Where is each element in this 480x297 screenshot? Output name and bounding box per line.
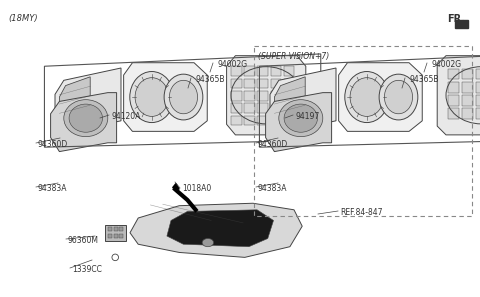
FancyBboxPatch shape (271, 91, 281, 101)
Ellipse shape (384, 80, 413, 114)
Polygon shape (130, 203, 302, 257)
FancyBboxPatch shape (257, 79, 268, 88)
Bar (254, 46, 472, 216)
Text: 1018A0: 1018A0 (182, 184, 211, 193)
Polygon shape (227, 56, 306, 135)
Ellipse shape (284, 104, 318, 132)
FancyBboxPatch shape (271, 103, 281, 113)
Ellipse shape (130, 72, 174, 123)
Text: 94002G: 94002G (432, 60, 462, 69)
FancyBboxPatch shape (476, 82, 480, 93)
FancyBboxPatch shape (462, 108, 473, 119)
Text: 1339CC: 1339CC (72, 265, 102, 274)
Text: FR.: FR. (447, 14, 465, 24)
Ellipse shape (164, 74, 203, 120)
Polygon shape (60, 77, 90, 123)
Polygon shape (270, 68, 336, 133)
Polygon shape (437, 56, 480, 135)
Ellipse shape (64, 100, 108, 137)
FancyBboxPatch shape (231, 79, 241, 88)
FancyBboxPatch shape (114, 233, 118, 238)
FancyBboxPatch shape (257, 91, 268, 101)
FancyBboxPatch shape (231, 103, 241, 113)
FancyBboxPatch shape (284, 79, 294, 88)
Polygon shape (167, 210, 274, 247)
FancyBboxPatch shape (231, 66, 241, 76)
FancyBboxPatch shape (448, 95, 459, 106)
Ellipse shape (350, 78, 384, 116)
Text: 94197: 94197 (295, 112, 319, 121)
Ellipse shape (135, 78, 168, 116)
FancyBboxPatch shape (231, 116, 241, 125)
Ellipse shape (379, 74, 418, 120)
FancyBboxPatch shape (244, 79, 255, 88)
Ellipse shape (202, 238, 214, 247)
Polygon shape (173, 184, 179, 189)
Ellipse shape (69, 104, 103, 132)
Text: 94120A: 94120A (111, 112, 140, 121)
FancyBboxPatch shape (120, 233, 123, 238)
Polygon shape (55, 68, 121, 133)
Ellipse shape (279, 100, 323, 137)
FancyBboxPatch shape (271, 116, 281, 125)
FancyBboxPatch shape (448, 82, 459, 93)
Ellipse shape (345, 72, 389, 123)
FancyBboxPatch shape (108, 227, 112, 231)
FancyBboxPatch shape (244, 116, 255, 125)
Text: 94365B: 94365B (196, 75, 226, 84)
Polygon shape (275, 77, 305, 123)
FancyBboxPatch shape (476, 95, 480, 106)
Text: REF.84-847: REF.84-847 (340, 208, 383, 217)
FancyBboxPatch shape (284, 66, 294, 76)
FancyBboxPatch shape (231, 91, 241, 101)
Text: (18MY): (18MY) (8, 14, 37, 23)
FancyBboxPatch shape (476, 108, 480, 119)
FancyBboxPatch shape (244, 91, 255, 101)
FancyBboxPatch shape (114, 227, 118, 231)
FancyBboxPatch shape (462, 95, 473, 106)
Text: (SUPER VISION+7): (SUPER VISION+7) (258, 52, 329, 61)
FancyBboxPatch shape (284, 116, 294, 125)
Polygon shape (124, 63, 207, 131)
Text: 96360M: 96360M (68, 236, 99, 245)
Text: 94383A: 94383A (38, 184, 68, 193)
FancyBboxPatch shape (448, 69, 459, 79)
Polygon shape (455, 20, 468, 28)
FancyBboxPatch shape (271, 66, 281, 76)
FancyBboxPatch shape (448, 108, 459, 119)
Ellipse shape (169, 80, 198, 114)
FancyBboxPatch shape (120, 227, 123, 231)
FancyBboxPatch shape (284, 103, 294, 113)
FancyBboxPatch shape (257, 103, 268, 113)
FancyBboxPatch shape (271, 79, 281, 88)
Polygon shape (265, 93, 332, 151)
FancyBboxPatch shape (476, 69, 480, 79)
Polygon shape (50, 93, 117, 151)
Text: 94360D: 94360D (258, 140, 288, 149)
Text: 94360D: 94360D (38, 140, 68, 149)
Text: 94002G: 94002G (218, 60, 248, 69)
FancyBboxPatch shape (244, 66, 255, 76)
Polygon shape (106, 225, 126, 241)
FancyBboxPatch shape (462, 82, 473, 93)
FancyBboxPatch shape (108, 233, 112, 238)
FancyBboxPatch shape (257, 66, 268, 76)
Text: 94383A: 94383A (258, 184, 288, 193)
Text: 94365B: 94365B (410, 75, 440, 84)
FancyBboxPatch shape (284, 91, 294, 101)
FancyBboxPatch shape (244, 103, 255, 113)
FancyBboxPatch shape (257, 116, 268, 125)
Polygon shape (339, 63, 422, 131)
FancyBboxPatch shape (462, 69, 473, 79)
